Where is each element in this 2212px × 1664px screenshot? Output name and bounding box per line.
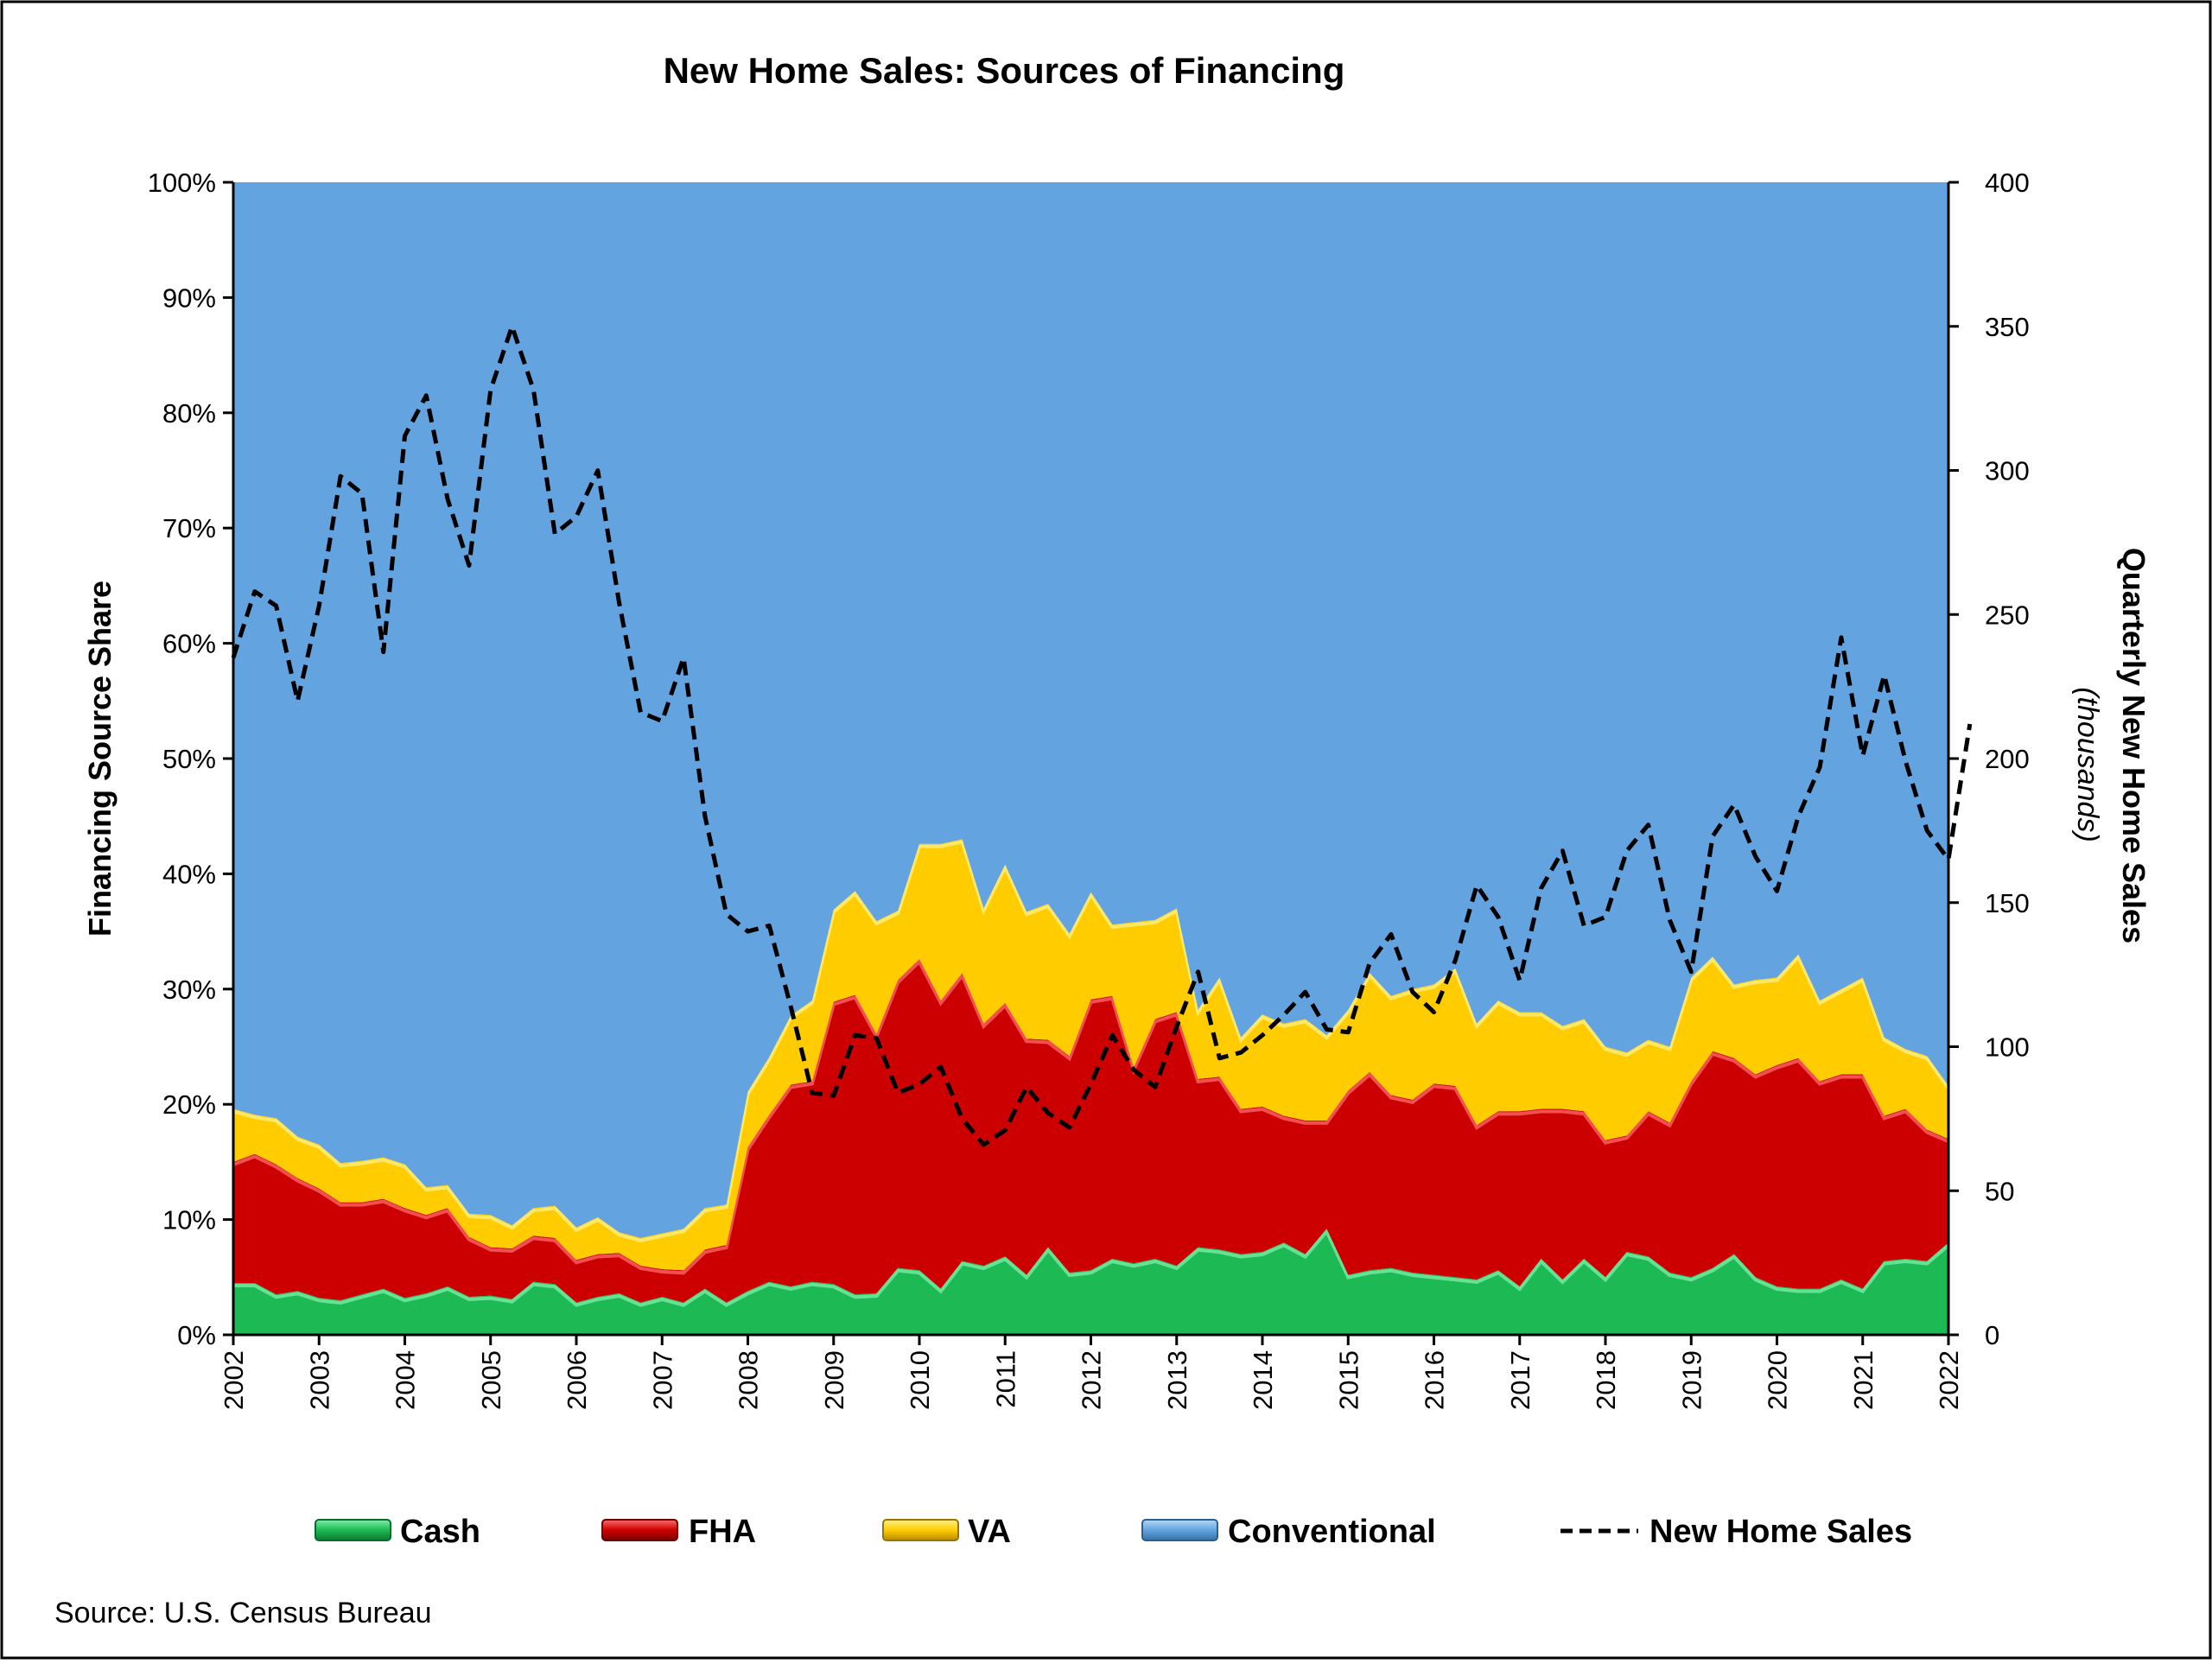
y-tick-label: 40% [162,859,216,889]
y2-tick-label: 400 [1985,168,2030,198]
area-edge-va [232,840,1950,1242]
legend-label-fha: FHA [689,1514,756,1550]
legend-swatch-fha [601,1519,678,1541]
x-tick-label: 2014 [1248,1350,1278,1410]
legend-label-conventional: Conventional [1228,1514,1436,1550]
legend-label-va: VA [968,1514,1011,1550]
y2-tick-label: 0 [1985,1320,1999,1350]
area-va [233,839,1948,1271]
legend-item-fha[interactable]: FHA [601,1514,756,1550]
y2-axis-subtitle: (thousands) [2071,687,2104,842]
area-edge-fha [232,958,1949,1275]
x-tick-label: 2015 [1333,1350,1363,1410]
plot-area [231,182,1973,1335]
x-tick-label: 2016 [1420,1350,1450,1410]
area-edge-cash [233,1228,1950,1307]
y-tick-label: 60% [162,629,216,659]
legend-label-new-home-sales: New Home Sales [1649,1514,1912,1550]
y2-tick-label: 300 [1985,456,2030,486]
x-tick-label: 2008 [734,1350,764,1410]
y-tick-label: 90% [162,283,216,313]
x-tick-label: 2007 [647,1350,677,1410]
y2-tick-label: 100 [1985,1032,2030,1063]
y2-tick-label: 250 [1985,600,2030,630]
x-axis-ticks: 2002 2003 2004 2005 2006 2007 2008 2009 2010 2011… [219,1335,1964,1410]
y-tick-label: 30% [162,975,216,1005]
x-tick-label: 2006 [562,1350,592,1410]
left-axis-ticks: 0% 10% 20% 30% 40% 50% 60% 70% 80% 90% 100% [148,168,233,1350]
legend-swatch-va [882,1519,959,1541]
legend-label-cash: Cash [400,1514,480,1550]
x-tick-label: 2021 [1848,1350,1878,1410]
x-tick-label: 2002 [219,1350,249,1410]
y2-tick-label: 200 [1985,744,2030,774]
x-tick-label: 2019 [1676,1350,1707,1410]
x-tick-label: 2022 [1934,1350,1964,1410]
x-tick-label: 2004 [391,1350,421,1410]
source-note: Source: U.S. Census Bureau [54,1597,432,1629]
area-cash [233,1229,1948,1335]
right-axis-ticks: 0 50 100 150 200 250 300 350 400 [1948,168,2030,1350]
y-tick-label: 100% [148,168,216,198]
x-tick-label: 2020 [1763,1350,1793,1410]
legend: Cash FHA VA Conventional New Home Sales [315,1514,1912,1550]
y-tick-label: 20% [162,1089,216,1120]
y-tick-label: 0% [177,1320,216,1350]
legend-item-va[interactable]: VA [882,1514,1011,1550]
x-tick-label: 2003 [304,1350,334,1410]
chart-title: New Home Sales: Sources of Financing [664,50,1345,91]
legend-item-cash[interactable]: Cash [315,1514,480,1550]
legend-item-conventional[interactable]: Conventional [1141,1514,1436,1550]
y-tick-label: 80% [162,398,216,429]
y2-tick-label: 350 [1985,312,2030,342]
x-tick-label: 2017 [1505,1350,1535,1410]
y-tick-label: 50% [162,744,216,774]
x-tick-label: 2005 [476,1350,506,1410]
legend-item-new-home-sales[interactable]: New Home Sales [1560,1514,1912,1550]
y2-tick-label: 150 [1985,888,2030,918]
line-new-home-sales [231,324,1973,1147]
x-tick-label: 2012 [1077,1350,1107,1410]
x-tick-label: 2010 [905,1350,935,1410]
y2-tick-label: 50 [1985,1176,2014,1206]
area-fha [233,959,1948,1303]
x-tick-label: 2011 [990,1350,1020,1408]
y-tick-label: 70% [162,513,216,543]
y2-axis-title: Quarterly New Home Sales [2116,548,2152,943]
legend-swatch-cash [315,1519,391,1541]
x-tick-label: 2013 [1162,1350,1192,1410]
x-tick-label: 2018 [1591,1350,1621,1410]
legend-swatch-conventional [1141,1519,1218,1541]
y-axis-title: Financing Source Share [82,581,118,937]
x-tick-label: 2009 [819,1350,849,1410]
y-tick-label: 10% [162,1205,216,1235]
